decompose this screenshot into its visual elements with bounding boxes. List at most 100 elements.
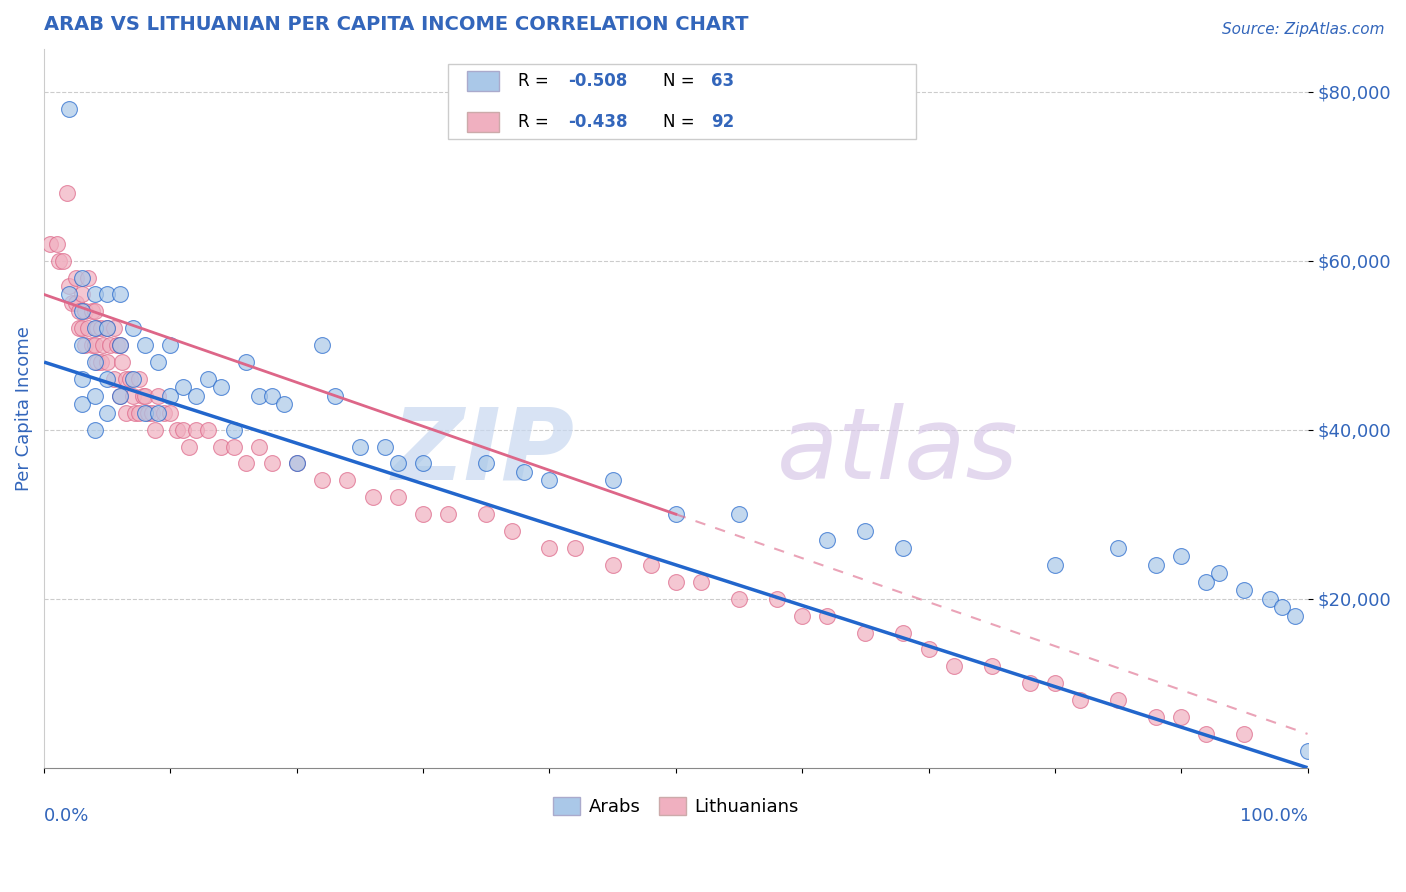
Point — [387, 491, 409, 505]
Point — [83, 321, 105, 335]
Point — [108, 389, 131, 403]
Point — [728, 591, 751, 606]
Point — [1144, 558, 1167, 572]
Point — [1069, 693, 1091, 707]
Point — [475, 457, 498, 471]
Text: R =: R = — [517, 113, 554, 131]
Point — [83, 389, 105, 403]
Text: 0.0%: 0.0% — [44, 807, 90, 825]
Point — [131, 389, 153, 403]
Point — [136, 406, 159, 420]
Point — [118, 372, 141, 386]
Point — [96, 321, 118, 335]
Point — [260, 389, 283, 403]
Point — [83, 338, 105, 352]
Point — [247, 389, 270, 403]
Point — [1258, 591, 1281, 606]
Point — [70, 287, 93, 301]
Point — [387, 457, 409, 471]
Point — [1107, 693, 1129, 707]
Point — [128, 406, 150, 420]
Point — [336, 474, 359, 488]
Point — [853, 524, 876, 538]
Text: Source: ZipAtlas.com: Source: ZipAtlas.com — [1222, 22, 1385, 37]
Point — [141, 406, 163, 420]
Point — [209, 380, 232, 394]
Point — [103, 372, 125, 386]
Point — [111, 355, 134, 369]
Point — [146, 389, 169, 403]
Legend: Arabs, Lithuanians: Arabs, Lithuanians — [546, 789, 806, 823]
Point — [323, 389, 346, 403]
Point — [853, 625, 876, 640]
Point — [273, 397, 295, 411]
Point — [980, 659, 1002, 673]
Point — [260, 457, 283, 471]
Point — [115, 406, 138, 420]
Point — [311, 474, 333, 488]
Text: 63: 63 — [711, 72, 734, 90]
FancyBboxPatch shape — [449, 64, 915, 139]
Point — [70, 372, 93, 386]
Point — [124, 406, 146, 420]
Point — [70, 270, 93, 285]
Point — [690, 574, 713, 589]
Point — [412, 457, 434, 471]
Point — [159, 389, 181, 403]
Point — [96, 321, 118, 335]
Point — [311, 338, 333, 352]
Point — [197, 372, 219, 386]
Point — [70, 304, 93, 318]
Point — [815, 533, 838, 547]
Point — [891, 541, 914, 555]
Point — [361, 491, 384, 505]
Point — [285, 457, 308, 471]
Point — [437, 507, 460, 521]
Point — [58, 102, 80, 116]
Point — [159, 406, 181, 420]
Point — [82, 304, 104, 318]
Point — [103, 321, 125, 335]
Point — [166, 423, 188, 437]
Point — [90, 355, 112, 369]
Point — [60, 296, 83, 310]
Text: -0.438: -0.438 — [568, 113, 628, 131]
Point — [891, 625, 914, 640]
Point — [108, 338, 131, 352]
Point — [1195, 574, 1218, 589]
Point — [90, 321, 112, 335]
Point — [143, 423, 166, 437]
Point — [513, 465, 536, 479]
Point — [96, 355, 118, 369]
Point — [1195, 727, 1218, 741]
Point — [1107, 541, 1129, 555]
Point — [1170, 710, 1192, 724]
Point — [108, 338, 131, 352]
Point — [1233, 727, 1256, 741]
Text: atlas: atlas — [778, 403, 1018, 500]
Point — [134, 389, 156, 403]
Point — [45, 236, 67, 251]
Text: ZIP: ZIP — [392, 403, 575, 500]
Point — [108, 287, 131, 301]
Point — [105, 338, 128, 352]
Point — [412, 507, 434, 521]
Point — [48, 253, 70, 268]
Point — [77, 270, 100, 285]
Text: 100.0%: 100.0% — [1240, 807, 1308, 825]
Point — [172, 423, 194, 437]
Point — [917, 642, 939, 657]
Y-axis label: Per Capita Income: Per Capita Income — [15, 326, 32, 491]
Point — [70, 338, 93, 352]
Point — [1208, 566, 1230, 581]
Point — [538, 541, 561, 555]
Text: N =: N = — [664, 113, 700, 131]
Point — [501, 524, 523, 538]
Point — [538, 474, 561, 488]
Point — [374, 440, 396, 454]
FancyBboxPatch shape — [467, 112, 499, 132]
Point — [197, 423, 219, 437]
Point — [86, 321, 108, 335]
Point — [115, 372, 138, 386]
Point — [564, 541, 586, 555]
